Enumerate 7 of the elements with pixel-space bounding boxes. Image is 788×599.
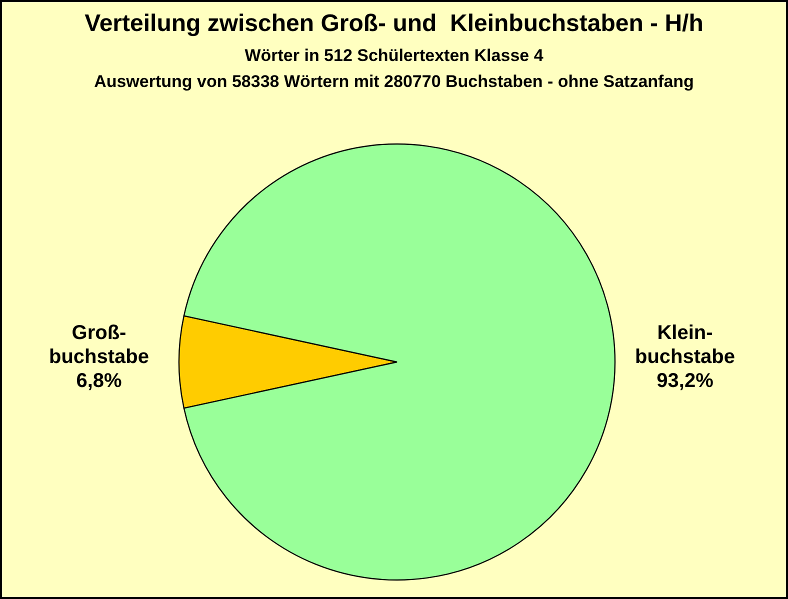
chart-title: Verteilung zwischen Groß- und Kleinbuchstaben - H/h — [84, 10, 704, 38]
text: Auswertung von 58338 Wörtern mit 280770 Buchstaben - ohne Satzanfang — [93, 72, 695, 92]
data-label: 93,2% — [656, 370, 714, 392]
data-label: 6,8% — [76, 370, 122, 392]
slice-label: Groß-buchstabe — [48, 322, 150, 368]
chart-subtitle: Wörter in 512 Schülertexten Klasse 4 — [244, 46, 544, 66]
slice-label: Klein-buchstabe — [634, 322, 736, 368]
